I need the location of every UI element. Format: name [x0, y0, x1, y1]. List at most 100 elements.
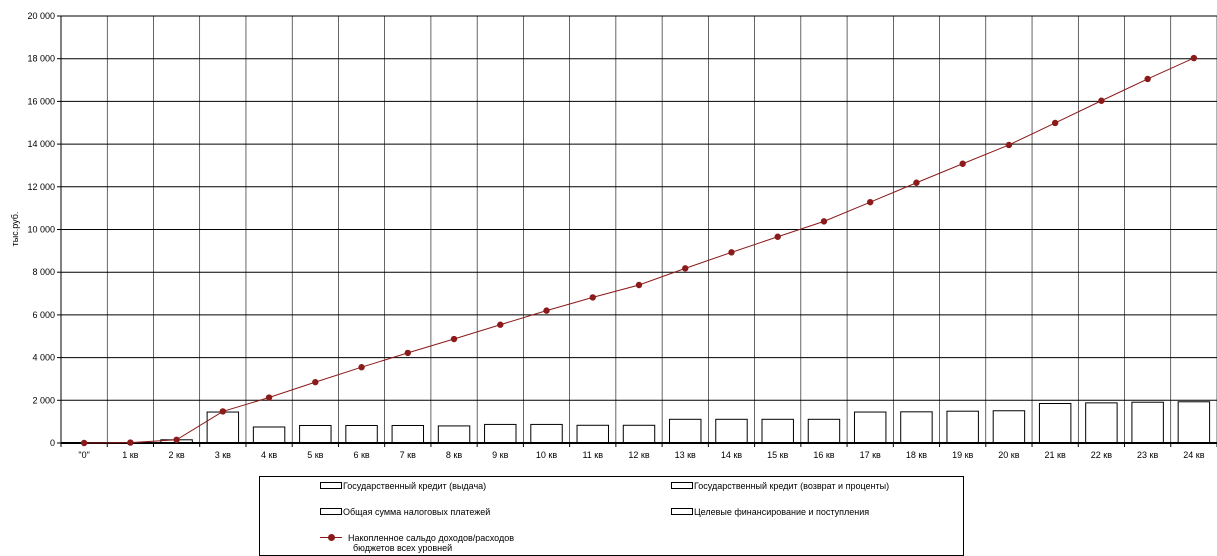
x-tick-label: 10 кв	[536, 450, 557, 460]
legend-swatch-bar	[320, 482, 342, 489]
x-tick-label: 13 кв	[675, 450, 696, 460]
bar	[485, 424, 516, 443]
y-tick-label: 14 000	[27, 139, 55, 149]
legend-item-cumulative-balance: Накопленное сальдо доходов/расходов бюдж…	[320, 533, 514, 553]
line-point	[81, 440, 87, 446]
line-point	[173, 437, 179, 443]
x-tick-label: 17 кв	[860, 450, 881, 460]
x-tick-label: 4 кв	[261, 450, 277, 460]
y-tick-label: 16 000	[27, 96, 55, 106]
bar	[207, 412, 238, 443]
line-point	[821, 218, 827, 224]
line-point	[1144, 76, 1150, 82]
line-point	[220, 408, 226, 414]
x-tick-label: 11 кв	[582, 450, 603, 460]
chart-svg: 0 2 000 4 000 6 000 8 000 10 000 12 000 14 000 1…	[0, 0, 1217, 476]
bar	[392, 425, 423, 443]
cumulative-line	[81, 55, 1197, 446]
line-point	[451, 336, 457, 342]
line-point	[543, 307, 549, 313]
bar	[808, 419, 839, 443]
x-tick-label: 2 кв	[168, 450, 184, 460]
x-tick-label: 8 кв	[446, 450, 462, 460]
bar	[1178, 402, 1209, 443]
line-point	[127, 439, 133, 445]
legend-label-line1: Накопленное сальдо доходов/расходов	[348, 533, 514, 543]
x-tick-label: 23 кв	[1137, 450, 1158, 460]
bar	[716, 419, 747, 443]
x-tick-label: 16 кв	[813, 450, 834, 460]
y-tick-label: 8 000	[32, 267, 55, 277]
x-tick-label: 1 кв	[122, 450, 138, 460]
x-tick-label: 24 кв	[1183, 450, 1204, 460]
x-tick-label: 5 кв	[307, 450, 323, 460]
line-point	[266, 394, 272, 400]
line-point	[959, 161, 965, 167]
line-point	[497, 322, 503, 328]
x-tick-label: 3 кв	[215, 450, 231, 460]
line-point	[775, 234, 781, 240]
bar	[670, 419, 701, 443]
x-tick-label: 19 кв	[952, 450, 973, 460]
x-tick-label: 15 кв	[767, 450, 788, 460]
grid-lines	[61, 16, 1217, 443]
y-tick-label: 6 000	[32, 310, 55, 320]
bar	[1132, 402, 1163, 443]
y-tick-label: 2 000	[32, 395, 55, 405]
bar	[300, 425, 331, 443]
legend-item-tax-payments: Общая сумма налоговых платежей	[320, 507, 490, 517]
line-point	[312, 379, 318, 385]
bar	[531, 424, 562, 443]
y-tick-label: 18 000	[27, 54, 55, 64]
bar	[346, 425, 377, 443]
x-tick-label: 9 кв	[492, 450, 508, 460]
legend-swatch-bar	[671, 508, 693, 515]
line-point	[728, 249, 734, 255]
legend-label: Накопленное сальдо доходов/расходов бюдж…	[348, 533, 514, 553]
bar	[901, 412, 932, 443]
bar	[577, 425, 608, 443]
legend: Государственный кредит (выдача) Государс…	[259, 476, 964, 556]
bar	[1039, 404, 1070, 443]
line-point	[636, 282, 642, 288]
x-tick-label: 18 кв	[906, 450, 927, 460]
y-tick-label: 4 000	[32, 353, 55, 363]
axes	[57, 16, 1217, 447]
legend-label: Целевые финансирование и поступления	[694, 507, 869, 517]
line-point	[867, 199, 873, 205]
bar	[854, 412, 885, 443]
y-axis-label: тыс.руб.	[10, 212, 20, 247]
x-tick-label: 14 кв	[721, 450, 742, 460]
y-tick-label: 0	[50, 438, 55, 448]
bar	[993, 411, 1024, 443]
legend-swatch-line	[320, 533, 342, 542]
legend-label: Общая сумма налоговых платежей	[343, 507, 490, 517]
bar	[623, 425, 654, 443]
x-tick-label: 21 кв	[1045, 450, 1066, 460]
bar	[762, 419, 793, 443]
line-point	[405, 350, 411, 356]
x-tick-label: 12 кв	[628, 450, 649, 460]
y-tick-label: 12 000	[27, 182, 55, 192]
legend-label-line2: бюджетов всех уровней	[348, 543, 452, 553]
x-tick-label: 7 кв	[400, 450, 416, 460]
legend-item-target-financing: Целевые финансирование и поступления	[671, 507, 869, 517]
y-tick-label: 10 000	[27, 225, 55, 235]
x-tick-label: "0"	[78, 450, 89, 460]
bar	[438, 426, 469, 443]
bar	[253, 427, 284, 443]
line-point	[358, 364, 364, 370]
bar	[947, 411, 978, 443]
x-tick-label: 22 кв	[1091, 450, 1112, 460]
y-tick-labels: 0 2 000 4 000 6 000 8 000 10 000 12 000 14 000 1…	[27, 11, 55, 448]
legend-swatch-bar	[320, 508, 342, 515]
x-tick-label: 20 кв	[998, 450, 1019, 460]
legend-swatch-bar	[671, 482, 693, 489]
line-point	[1191, 55, 1197, 61]
line-point	[682, 265, 688, 271]
legend-item-credit-issue: Государственный кредит (выдача)	[320, 481, 486, 491]
legend-label: Государственный кредит (выдача)	[343, 481, 486, 491]
bar	[1086, 403, 1117, 443]
y-tick-label: 20 000	[27, 11, 55, 21]
